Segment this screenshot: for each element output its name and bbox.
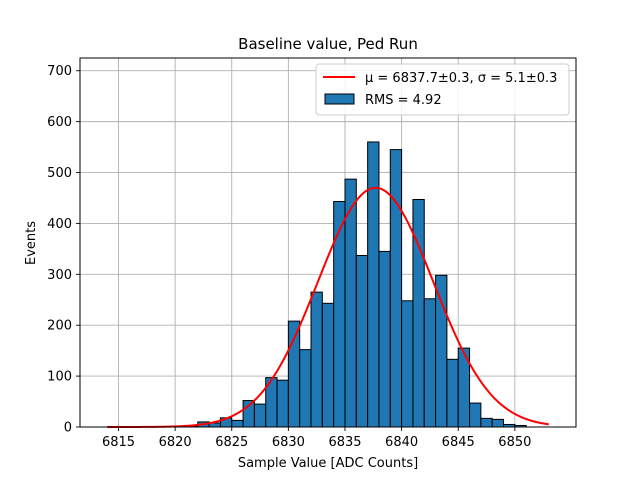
histogram-bar (276, 379, 289, 428)
legend-fit-label: μ = 6837.7±0.3, σ = 5.1±0.3 (365, 71, 557, 86)
x-tick-label: 6840 (385, 435, 418, 450)
legend: μ = 6837.7±0.3, σ = 5.1±0.3 RMS = 4.92 (315, 63, 570, 116)
plot-frame (79, 57, 577, 428)
y-axis-label: Events (24, 221, 39, 265)
fit-curve-group (107, 186, 549, 428)
y-tick-label: 100 (47, 370, 72, 385)
x-axis-ticks: 6815 6820 6825 6830 6835 6840 6845 6850 (102, 427, 531, 450)
x-axis-label: Sample Value [ADC Counts] (238, 456, 418, 471)
y-tick-label: 600 (47, 115, 72, 130)
histogram-bar (333, 201, 346, 428)
histogram-bar (299, 349, 312, 428)
histogram-bar (435, 274, 448, 428)
histogram-bar (401, 300, 414, 428)
x-tick-label: 6815 (102, 435, 135, 450)
histogram-bar (310, 291, 323, 428)
histogram-bar (355, 254, 369, 428)
y-tick-label: 700 (47, 64, 72, 79)
y-tick-label: 300 (47, 268, 72, 283)
y-axis-ticks: 0 100 200 300 400 500 600 700 (47, 64, 80, 436)
x-tick-label: 6820 (159, 435, 192, 450)
chart-title: Baseline value, Ped Run (238, 35, 418, 53)
legend-histogram-swatch (324, 93, 355, 105)
histogram-bar (423, 298, 437, 428)
x-tick-label: 6835 (328, 435, 361, 450)
y-tick-label: 200 (47, 319, 72, 334)
legend-histogram-label: RMS = 4.92 (365, 93, 442, 108)
y-tick-label: 0 (64, 421, 72, 436)
gaussian-fit-curve (107, 186, 549, 428)
histogram-bar (469, 402, 482, 428)
x-tick-label: 6830 (272, 435, 305, 450)
legend-box (315, 63, 570, 116)
histogram-bar (231, 419, 244, 428)
histogram-bar (446, 358, 459, 428)
histogram-bar (491, 418, 505, 428)
x-tick-label: 6845 (442, 435, 475, 450)
histogram-bar (389, 149, 403, 428)
histogram-bar (321, 302, 335, 428)
histogram-bar (480, 417, 493, 428)
histogram-bar (367, 141, 380, 428)
histogram-bar (253, 403, 267, 428)
x-tick-label: 6825 (215, 435, 248, 450)
histogram-bar (378, 250, 391, 428)
y-tick-label: 400 (47, 217, 72, 232)
x-tick-label: 6850 (498, 435, 531, 450)
histogram-bar (412, 198, 425, 428)
y-tick-label: 500 (47, 166, 72, 181)
